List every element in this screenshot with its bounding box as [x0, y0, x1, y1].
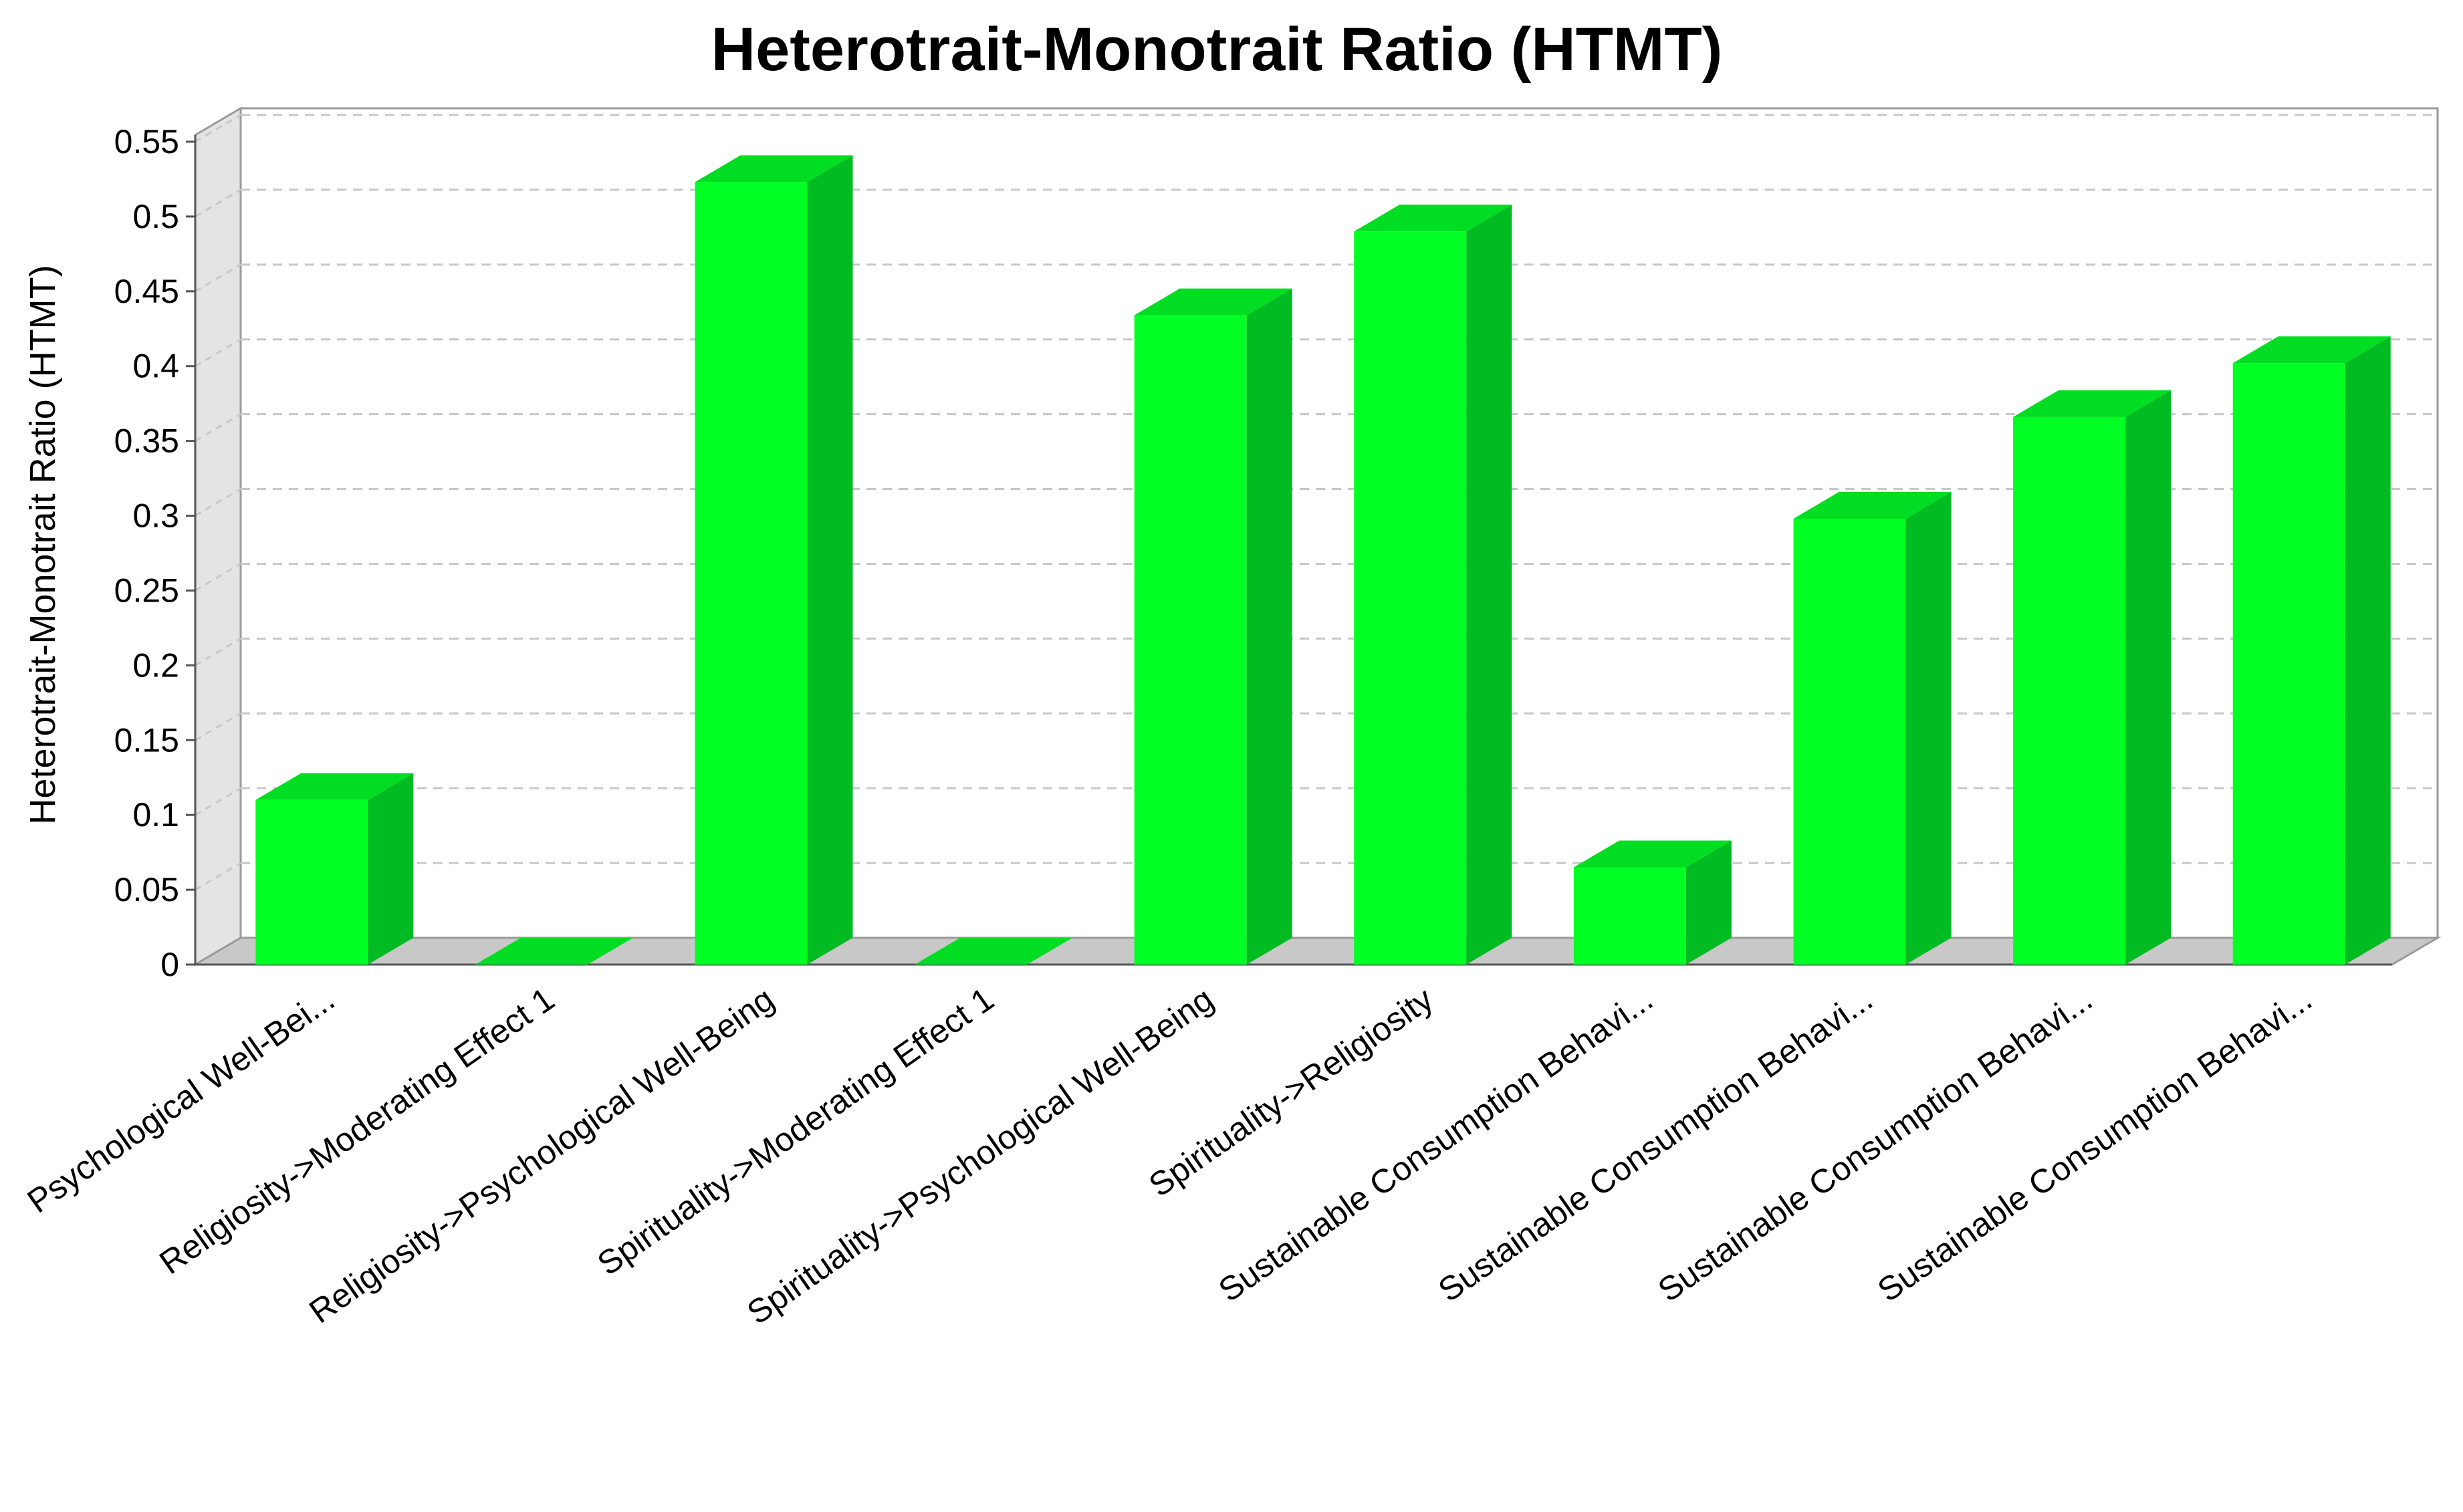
y-tick-label: 0.25 [114, 572, 179, 609]
bar [695, 182, 808, 965]
y-axis-label: Heterotrait-Monotrait Ratio (HTMT) [23, 265, 63, 824]
bar-side [1246, 288, 1292, 965]
bar-top [475, 938, 633, 965]
x-tick-label: Sustainable Consumption Behavi... [1871, 980, 2319, 1309]
y-tick-label: 0.1 [132, 796, 179, 834]
chart-title: Heterotrait-Monotrait Ratio (HTMT) [711, 15, 1723, 84]
bar-side [2125, 390, 2172, 965]
y-tick-label: 0.5 [132, 198, 179, 235]
gridline-side [195, 188, 241, 218]
gridline-side [195, 114, 241, 143]
bar-side [1905, 492, 1952, 965]
gridline-side [195, 787, 241, 816]
bar [1573, 867, 1686, 965]
bar-top [1573, 840, 1732, 868]
y-tick-label: 0 [160, 946, 179, 983]
y-tick-label: 0.05 [114, 871, 179, 908]
gridline-side [195, 413, 241, 442]
gridline-side [195, 563, 241, 592]
bar-top [1354, 205, 1512, 232]
y-tick-label: 0.35 [114, 422, 179, 460]
y-tick-label: 0.4 [132, 348, 179, 385]
bar [1354, 231, 1467, 965]
bar-side [1466, 205, 1512, 965]
bar [255, 799, 368, 965]
x-tick-label: Spirituality->Psychological Well-Being [740, 980, 1220, 1332]
bar [1134, 315, 1247, 965]
plot-area: 0 0.05 0.1 0.15 0.2 0.25 0.3 0.35 0.4 0.45 0.5 0.55… [21, 106, 2442, 1332]
gridline-side [195, 712, 241, 741]
bar [2232, 363, 2345, 965]
bar-side [807, 155, 853, 965]
bar-top [695, 155, 853, 182]
bar-top [1793, 492, 1952, 519]
bar-side [2345, 336, 2391, 965]
bar-top [2013, 390, 2172, 417]
bar-side [368, 773, 414, 965]
x-tick-label: Sustainable Consumption Behavi... [1212, 980, 1660, 1309]
side-wall [194, 106, 242, 967]
gridline-side [195, 488, 241, 517]
y-tick-label: 0.15 [114, 721, 179, 759]
bar [2013, 416, 2126, 965]
y-tick-label: 0.55 [114, 123, 179, 160]
x-tick-label: Spirituality->Moderating Effect 1 [590, 980, 1000, 1283]
gridline-side [195, 263, 241, 293]
gridline-side [195, 862, 241, 891]
x-tick-label: Religiosity->Moderating Effect 1 [152, 980, 561, 1281]
bar-top [2232, 336, 2391, 364]
x-tick-label: Religiosity->Psychological Well-Being [302, 980, 780, 1330]
x-tick-label: Sustainable Consumption Behavi... [1651, 980, 2099, 1309]
gridline-side [195, 638, 241, 666]
y-tick-label: 0.45 [114, 273, 179, 310]
x-tick-label: Sustainable Consumption Behavi... [1431, 980, 1879, 1309]
bar-side [1685, 840, 1732, 965]
bar-top [915, 938, 1073, 965]
bar-top [255, 773, 414, 800]
gridline-side [195, 338, 241, 368]
y-tick-label: 0.3 [132, 497, 179, 535]
y-tick-label: 0.2 [132, 646, 179, 684]
bar-top [1134, 288, 1292, 316]
bar [1793, 519, 1906, 965]
